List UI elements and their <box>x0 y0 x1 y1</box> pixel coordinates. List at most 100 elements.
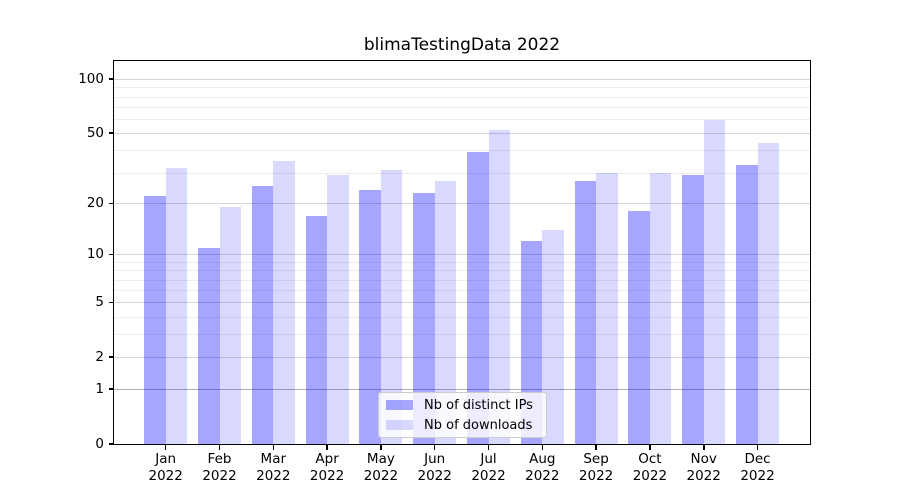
x-tick-mark <box>703 445 705 450</box>
y-tick-mark <box>109 356 113 358</box>
y-tick-mark <box>109 443 113 445</box>
legend-item-downloads: Nb of downloads <box>386 418 538 433</box>
legend-label-downloads: Nb of downloads <box>424 417 533 433</box>
gridline-minor <box>114 316 810 318</box>
gridline-minor <box>114 290 810 292</box>
bar-downloads <box>703 120 726 444</box>
y-tick-mark <box>109 78 113 80</box>
x-tick-month: Apr <box>315 451 339 467</box>
x-tick-year: 2022 <box>578 467 614 484</box>
x-tick-month: Jul <box>480 451 497 467</box>
x-tick-mark <box>164 445 167 450</box>
bar-distinct-ips <box>467 152 489 444</box>
x-tick-month: Feb <box>207 451 232 467</box>
legend-label-distinct-ips: Nb of distinct IPs <box>424 397 533 413</box>
y-tick-label: 100 <box>78 71 104 88</box>
bar-downloads <box>757 143 779 444</box>
bar-downloads <box>488 130 510 444</box>
x-tick-label-feb: Feb 2022 <box>180 451 260 484</box>
x-tick-year: 2022 <box>363 467 399 484</box>
bar-distinct-ips <box>305 215 328 444</box>
bar-downloads <box>596 172 618 444</box>
x-tick-label-may: May 2022 <box>341 451 421 484</box>
y-tick-mark <box>109 388 113 390</box>
x-tick-month: Aug <box>529 451 556 467</box>
bar-distinct-ips <box>736 165 758 444</box>
x-tick-label-jun: Jun 2022 <box>395 451 475 484</box>
x-tick-label-jan: Jan 2022 <box>126 451 206 484</box>
x-tick-year: 2022 <box>417 467 452 484</box>
gridline-minor <box>114 261 810 263</box>
y-tick-mark <box>109 253 113 256</box>
x-tick-month: Dec <box>744 451 771 467</box>
bar-downloads <box>219 207 241 444</box>
x-tick-year: 2022 <box>686 467 721 484</box>
bar-downloads <box>434 180 457 444</box>
y-tick-label: 0 <box>95 436 104 452</box>
x-tick-label-dec: Dec 2022 <box>718 451 798 484</box>
gridline-minor <box>114 172 810 174</box>
bar-downloads <box>165 167 188 444</box>
y-tick-label: 5 <box>95 294 104 311</box>
x-tick-mark <box>756 445 759 450</box>
x-tick-mark <box>433 445 436 450</box>
gridline-major <box>114 254 810 256</box>
gridline-minor <box>114 96 810 98</box>
bar-distinct-ips <box>413 192 435 444</box>
x-tick-mark <box>487 445 490 450</box>
gridline-major <box>114 203 810 205</box>
bar-downloads <box>327 175 349 444</box>
x-tick-mark <box>541 445 543 450</box>
legend: Nb of distinct IPs Nb of downloads <box>378 392 547 438</box>
x-tick-mark <box>649 445 651 450</box>
gridline-major <box>114 357 810 359</box>
y-tick-mark <box>109 202 113 204</box>
gridline-minor <box>114 87 810 89</box>
x-tick-year: 2022 <box>525 467 560 484</box>
bar-downloads <box>273 160 295 444</box>
gridline-major <box>114 133 810 135</box>
x-tick-mark <box>326 445 328 450</box>
x-tick-month: May <box>366 451 395 467</box>
y-tick-label: 20 <box>86 195 104 212</box>
bar-distinct-ips <box>198 247 220 444</box>
bar-downloads <box>649 172 672 444</box>
x-tick-year: 2022 <box>202 467 237 484</box>
bar-distinct-ips <box>574 180 597 444</box>
x-tick-mark <box>380 445 382 450</box>
gridline-major <box>114 302 810 304</box>
bar-distinct-ips <box>628 211 650 444</box>
x-tick-month: Mar <box>260 451 287 467</box>
gridline-major <box>114 79 810 81</box>
x-tick-year: 2022 <box>471 467 506 484</box>
x-tick-label-aug: Aug 2022 <box>502 451 582 484</box>
gridline-minor <box>114 119 810 120</box>
gridline-minor <box>114 150 810 152</box>
chart-title: blimaTestingData 2022 <box>363 35 561 55</box>
x-tick-month: Jun <box>424 451 446 467</box>
legend-swatch-distinct-ips <box>386 400 413 410</box>
x-tick-label-nov: Nov 2022 <box>664 451 744 484</box>
y-tick-label: 10 <box>86 246 104 263</box>
gridline-minor <box>114 279 810 281</box>
bar-distinct-ips <box>251 186 274 444</box>
x-tick-label-oct: Oct 2022 <box>610 451 690 484</box>
bar-distinct-ips <box>682 175 704 444</box>
x-tick-year: 2022 <box>148 467 183 484</box>
x-tick-label-apr: Apr 2022 <box>287 451 367 484</box>
gridline-major <box>114 389 810 391</box>
plot-area <box>114 61 810 444</box>
x-tick-year: 2022 <box>256 467 291 484</box>
gridline-minor <box>114 107 810 108</box>
legend-item-distinct-ips: Nb of distinct IPs <box>386 398 538 413</box>
gridline-minor <box>114 334 810 336</box>
y-tick-label: 50 <box>86 125 104 142</box>
x-tick-mark <box>272 445 274 450</box>
x-tick-year: 2022 <box>309 467 345 484</box>
x-tick-label-sep: Sep 2022 <box>556 451 636 484</box>
gridline-minor <box>114 270 810 272</box>
x-tick-mark <box>218 445 221 450</box>
bar-distinct-ips <box>359 189 381 444</box>
bar-downloads <box>542 229 564 444</box>
